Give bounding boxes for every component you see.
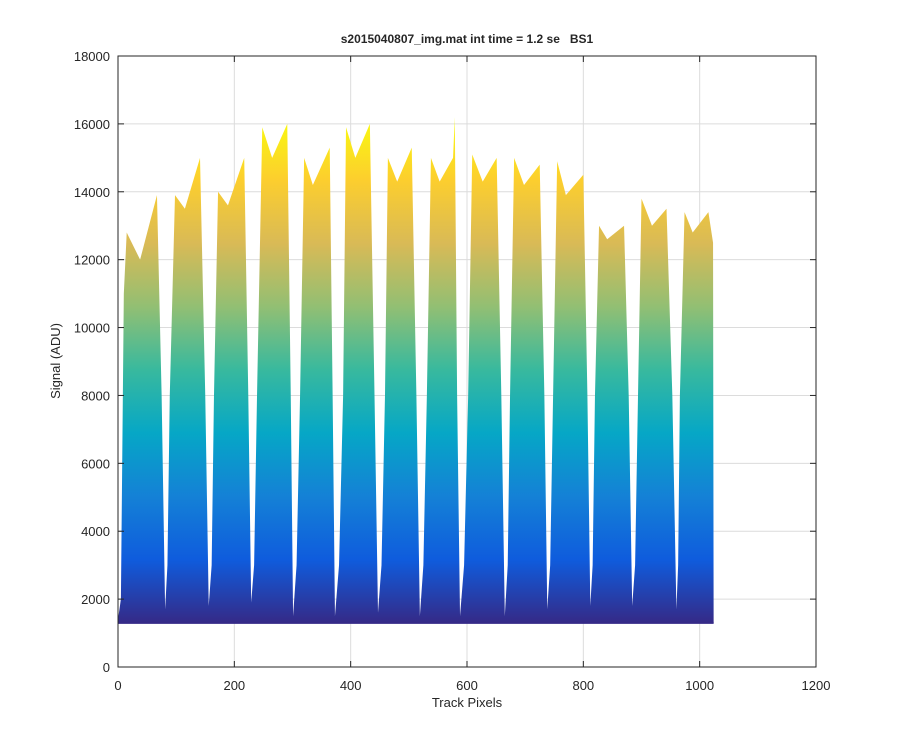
x-tick-label: 1000 — [685, 678, 714, 693]
y-tick-label: 10000 — [74, 321, 110, 336]
plot — [118, 117, 714, 624]
y-tick-label: 14000 — [74, 185, 110, 200]
x-tick-label: 200 — [223, 678, 245, 693]
signal-area — [118, 117, 714, 623]
x-tick-label: 1200 — [802, 678, 831, 693]
y-tick-label: 4000 — [81, 524, 110, 539]
y-tick-label: 0 — [103, 660, 110, 675]
y-axis-label: Signal (ADU) — [48, 323, 63, 399]
x-tick-label: 600 — [456, 678, 478, 693]
axes-box — [117, 55, 817, 668]
x-tick-label: 800 — [572, 678, 594, 693]
y-tick-label: 18000 — [74, 49, 110, 64]
x-tick-label: 0 — [114, 678, 121, 693]
y-tick-label: 16000 — [74, 117, 110, 132]
y-tick-label: 12000 — [74, 253, 110, 268]
y-tick-label: 2000 — [81, 592, 110, 607]
y-tick-label: 8000 — [81, 388, 110, 403]
x-tick-label: 400 — [340, 678, 362, 693]
axes: 0 200 400 600 800 1000 12000200040006000800010… — [74, 49, 831, 693]
x-axis-label: Track Pixels — [432, 695, 503, 710]
y-tick-label: 6000 — [81, 456, 110, 471]
chart-title: s2015040807_img.mat int time = 1.2 se BS… — [341, 32, 594, 46]
